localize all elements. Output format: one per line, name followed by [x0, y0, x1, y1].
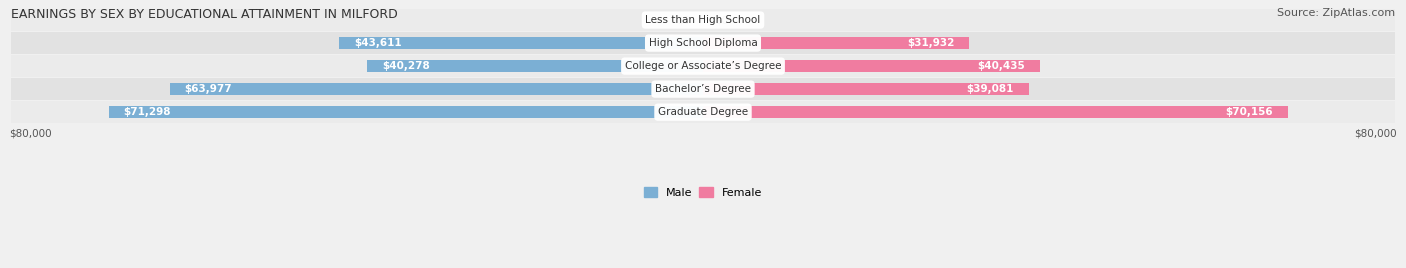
Text: $31,932: $31,932 [907, 38, 955, 48]
Bar [170, 83, 703, 95]
Text: $43,611: $43,611 [354, 38, 402, 48]
Text: Bachelor’s Degree: Bachelor’s Degree [655, 84, 751, 94]
Bar [11, 79, 1395, 100]
Text: $80,000: $80,000 [10, 129, 52, 139]
Bar [703, 106, 1288, 118]
Bar [11, 55, 1395, 77]
Text: Graduate Degree: Graduate Degree [658, 107, 748, 117]
Text: Less than High School: Less than High School [645, 15, 761, 25]
Bar [367, 60, 703, 72]
Text: $80,000: $80,000 [1354, 129, 1396, 139]
Text: $0: $0 [678, 15, 690, 25]
Bar [703, 83, 1029, 95]
Text: College or Associate’s Degree: College or Associate’s Degree [624, 61, 782, 71]
Text: High School Diploma: High School Diploma [648, 38, 758, 48]
Bar [11, 102, 1395, 123]
Bar [11, 9, 1395, 31]
Text: $40,435: $40,435 [977, 61, 1025, 71]
Bar [11, 32, 1395, 54]
Bar [703, 60, 1040, 72]
Text: $39,081: $39,081 [966, 84, 1014, 94]
Text: $40,278: $40,278 [382, 61, 430, 71]
Text: $71,298: $71,298 [124, 107, 172, 117]
Bar [703, 37, 969, 49]
Text: EARNINGS BY SEX BY EDUCATIONAL ATTAINMENT IN MILFORD: EARNINGS BY SEX BY EDUCATIONAL ATTAINMEN… [11, 8, 398, 21]
Text: $63,977: $63,977 [184, 84, 232, 94]
Bar [339, 37, 703, 49]
Text: $0: $0 [716, 15, 728, 25]
Bar [108, 106, 703, 118]
Text: $70,156: $70,156 [1225, 107, 1272, 117]
Legend: Male, Female: Male, Female [640, 183, 766, 202]
Text: Source: ZipAtlas.com: Source: ZipAtlas.com [1277, 8, 1395, 18]
